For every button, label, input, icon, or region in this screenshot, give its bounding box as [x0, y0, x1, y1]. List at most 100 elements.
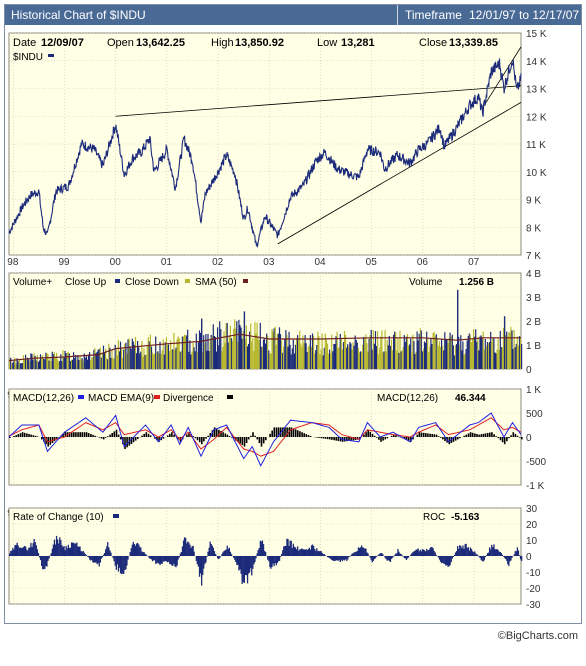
roc-bar [272, 556, 274, 564]
volume-bar [275, 344, 277, 369]
roc-bar [427, 550, 429, 556]
roc-bar [494, 549, 496, 556]
divergence-bar [196, 437, 199, 441]
volume-legend: Volume+ Close Up Close Down SMA (50) Vol… [13, 277, 494, 288]
volume-bar [419, 328, 421, 369]
roc-bar [161, 556, 163, 564]
volume-bar [25, 354, 27, 369]
roc-value: -5.163 [451, 512, 480, 523]
roc-bar [79, 546, 81, 556]
divergence-bar [476, 434, 478, 437]
roc-bar [254, 556, 256, 562]
roc-bar [182, 540, 185, 556]
volume-bar [181, 336, 183, 369]
volume-bar [122, 357, 124, 369]
roc-bar [419, 549, 421, 556]
roc-bar [185, 537, 187, 556]
volume-bar [85, 356, 87, 369]
price-legend-label: $INDU [13, 52, 43, 63]
volume-bar [194, 351, 196, 369]
roc-bar [342, 556, 345, 560]
divergence-bar [484, 433, 487, 437]
volume-bar [291, 348, 293, 369]
roc-bar [21, 547, 24, 556]
roc-bar [372, 556, 374, 561]
divergence-bar [418, 432, 421, 437]
roc-bar [221, 554, 223, 556]
roc-swatch [113, 514, 119, 518]
roc-bar [158, 556, 160, 564]
volume-bar [396, 350, 398, 369]
divergence-bar [237, 437, 239, 443]
volume-bar [381, 330, 383, 369]
divergence-bar [491, 432, 493, 437]
volume-bar [196, 352, 198, 369]
vol-ytick-label: 4 B [526, 269, 541, 280]
price-xtick-label: 99 [58, 257, 70, 268]
low-label: Low [317, 37, 337, 49]
divergence-bar [30, 434, 32, 437]
volume-bar [508, 332, 510, 369]
macd-ema-swatch [154, 395, 160, 399]
volume-bar [507, 336, 509, 369]
roc-bar [426, 548, 428, 556]
roc-bar [175, 556, 177, 568]
roc-bar [366, 552, 368, 556]
roc-bar [196, 556, 198, 565]
divergence-bar [252, 432, 254, 437]
volume-bar [330, 353, 332, 369]
roc-bar [97, 556, 99, 564]
roc-bar [68, 547, 70, 556]
roc-bar [230, 554, 233, 556]
volume-bar [172, 349, 174, 369]
divergence-bar [305, 434, 308, 437]
divergence-bar [111, 433, 113, 437]
roc-bar [389, 556, 392, 562]
volume-bar [109, 347, 111, 369]
roc-bar [293, 546, 296, 556]
roc-bar [294, 547, 297, 556]
divergence-bar [371, 433, 374, 437]
macd-ytick-label: -500 [526, 457, 546, 468]
roc-bar [435, 555, 437, 556]
macd-ytick-label: -1 K [526, 481, 545, 492]
volume-bar [93, 349, 95, 369]
volume-spike-bar [457, 289, 459, 369]
volume-bar [51, 351, 53, 369]
volume-bar [23, 360, 26, 369]
roc-bar [138, 544, 140, 556]
divergence-bar [324, 437, 327, 439]
roc-bar [434, 552, 436, 556]
volume-bar [484, 339, 486, 369]
volume-bar [233, 328, 235, 369]
roc-bar [489, 547, 491, 556]
volume-bar [155, 336, 157, 369]
volume-bar [270, 353, 272, 369]
volume-bar [362, 344, 364, 369]
volume-bar [63, 357, 65, 369]
roc-bar [303, 549, 305, 556]
volume-bar [91, 357, 93, 369]
roc-bar [229, 551, 232, 556]
roc-bar [176, 556, 178, 566]
volume-bar [370, 329, 372, 369]
volume-bar [31, 354, 33, 369]
roc-bar [83, 552, 85, 556]
volume-bar [108, 343, 110, 369]
volume-bar [497, 338, 499, 369]
volume-bar [123, 349, 125, 369]
volume-bar [485, 346, 487, 369]
volume-bar [335, 336, 337, 369]
roc-bar [253, 556, 255, 565]
roc-bar [242, 556, 244, 582]
roc-bar [166, 556, 169, 563]
volume-bar [68, 353, 70, 369]
roc-bar [35, 545, 37, 556]
volume-bar [324, 333, 326, 369]
close-up-swatch [115, 279, 120, 283]
volume-bar [187, 329, 189, 369]
roc-bar [240, 556, 242, 574]
macd-ytick-label: 500 [526, 409, 543, 420]
vol-ytick-label: 2 B [526, 317, 541, 328]
divergence-bar [329, 437, 331, 440]
